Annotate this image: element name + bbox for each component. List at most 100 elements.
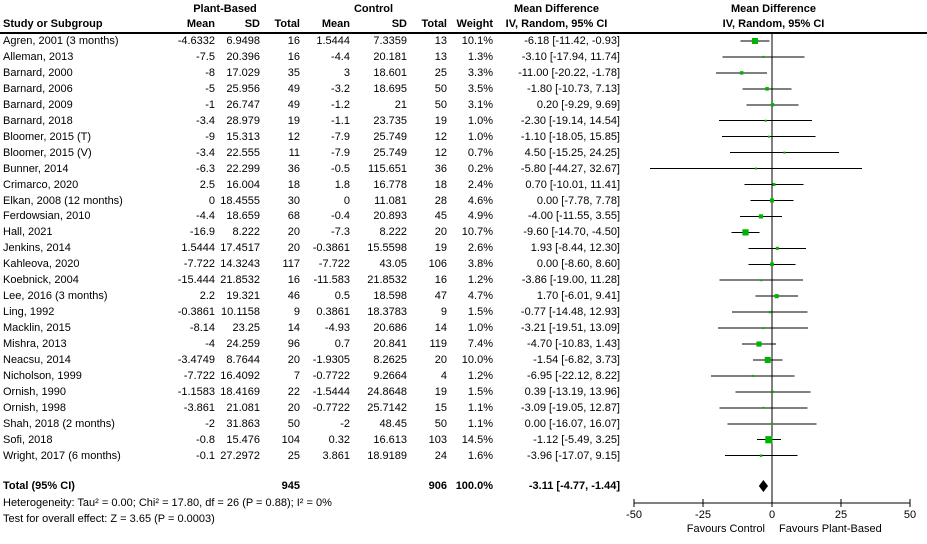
total-diamond (758, 480, 769, 492)
effect-marker (770, 103, 775, 107)
mean-plant-based: -1.1583 (177, 385, 215, 398)
mean-control: 3 (343, 66, 350, 79)
effect-marker (759, 454, 763, 457)
n-plant-based: 49 (287, 82, 300, 95)
sd-control: 18.9189 (367, 449, 407, 462)
mean2-column-header: Mean (321, 18, 350, 30)
study-name: Barnard, 2009 (3, 98, 73, 111)
weight-value: 1.0% (467, 322, 493, 335)
mean-control: -0.5 (331, 162, 350, 175)
table-row: Ornish, 1990 -1.1583 18.4169 22 -1.5444 24.86… (0, 384, 927, 400)
sd-control: 48.45 (379, 417, 407, 430)
n-plant-based: 16 (287, 50, 300, 63)
weight-value: 14.5% (461, 433, 493, 446)
n-control: 19 (434, 242, 447, 255)
x-axis-tick-label: -50 (626, 509, 642, 521)
effect-marker (762, 327, 765, 330)
column-header-row: Study or Subgroup Mean SD Total Mean SD … (0, 18, 927, 30)
n-plant-based: 11 (288, 146, 300, 159)
mean-control: -1.2 (331, 98, 350, 111)
study-name: Shah, 2018 (2 months) (3, 417, 115, 430)
table-row: Mishra, 2013 -4 24.259 96 0.7 20.841 119 7.4% -4… (0, 336, 927, 352)
mean-control: -7.722 (318, 258, 350, 271)
sd-control: 115.651 (368, 162, 407, 175)
effect-marker (739, 71, 744, 75)
sd-control: 9.2664 (373, 369, 407, 382)
ci-text: -3.10 [-17.94, 11.74] (521, 50, 620, 63)
total2-column-header: Total (421, 18, 447, 30)
sd-control: 18.601 (373, 66, 407, 79)
weight-value: 1.5% (467, 306, 493, 319)
table-row: Wright, 2017 (6 months) -0.1 27.2972 25 3.86… (0, 448, 927, 464)
weight-value: 1.1% (467, 401, 493, 414)
sd-control: 20.181 (373, 50, 407, 63)
total1-column-header: Total (274, 18, 300, 30)
mean-plant-based: -8 (205, 66, 215, 79)
ci-text: 0.39 [-13.19, 13.96] (524, 385, 620, 398)
weight-value: 1.1% (467, 417, 493, 430)
sd-control: 21.8532 (367, 274, 407, 287)
sd-plant-based: 24.259 (226, 338, 260, 351)
mean-control: -0.7722 (312, 401, 350, 414)
n-plant-based: 19 (287, 114, 300, 127)
n-control: 24 (434, 449, 447, 462)
ci-text: 0.20 [-9.29, 9.69] (536, 98, 620, 111)
n-plant-based: 35 (287, 66, 300, 79)
sd-plant-based: 18.659 (226, 210, 260, 223)
effect-marker (754, 167, 757, 170)
study-name: Sofi, 2018 (3, 433, 53, 446)
sd-control: 24.8648 (367, 385, 407, 398)
sd-control: 43.05 (379, 258, 407, 271)
n-plant-based: 20 (287, 226, 300, 239)
sd1-column-header: SD (244, 18, 260, 30)
table-row: Bloomer, 2015 (T) -9 15.313 12 -7.9 25.749 12 1… (0, 129, 927, 145)
table-row: Barnard, 2006 -5 25.956 49 -3.2 18.695 50 3.5% -… (0, 81, 927, 97)
study-name: Barnard, 2006 (3, 82, 73, 95)
sd-plant-based: 8.222 (232, 226, 260, 239)
n-control: 16 (434, 274, 447, 287)
total-n-control: 906 (428, 480, 447, 492)
ci-text: -4.70 [-10.83, 1.43] (527, 338, 620, 351)
mean-control: 0.5 (334, 290, 350, 303)
mean-plant-based: -3.4 (196, 114, 215, 127)
mean-control: 0.7 (334, 338, 350, 351)
effect-marker (756, 341, 762, 347)
study-name: Ferdowsian, 2010 (3, 210, 91, 223)
n-plant-based: 18 (287, 178, 300, 191)
mean-plant-based: -4 (205, 338, 215, 351)
effect-marker (765, 87, 769, 91)
sd-plant-based: 15.476 (226, 433, 260, 446)
mean-plant-based: -6.3 (196, 162, 215, 175)
n-plant-based: 16 (287, 274, 300, 287)
total-row: Total (95% CI) 945 906 100.0% -3.11 [-4.… (0, 478, 927, 494)
effect-marker (758, 214, 764, 219)
study-name: Alleman, 2013 (3, 50, 74, 63)
table-row: Ornish, 1998 -3.861 21.081 20 -0.7722 25.7142… (0, 400, 927, 416)
mean-plant-based: -3.4749 (177, 354, 215, 366)
study-name: Agren, 2001 (3 months) (3, 35, 119, 47)
ci-text: -6.18 [-11.42, -0.93] (524, 35, 620, 47)
ci-text: -5.80 [-44.27, 32.67] (520, 162, 620, 175)
mean-control: -11.583 (313, 274, 351, 287)
ci-text: -1.54 [-6.82, 3.73] (533, 354, 620, 366)
weight-value: 1.0% (467, 130, 493, 143)
study-name: Crimarco, 2020 (3, 178, 79, 191)
table-row: Barnard, 2000 -8 17.029 35 3 18.601 25 3.3% -11.… (0, 65, 927, 81)
n-control: 4 (440, 369, 447, 382)
n-control: 25 (434, 66, 447, 79)
mean-control: 1.8 (334, 178, 350, 191)
mean-plant-based: -16.9 (189, 226, 215, 239)
study-name: Neacsu, 2014 (3, 354, 71, 366)
mean-control: -1.1 (331, 114, 350, 127)
sd-control: 21 (394, 98, 407, 111)
study-name: Bloomer, 2015 (V) (3, 146, 92, 159)
weight-value: 1.6% (467, 449, 493, 462)
n-plant-based: 25 (287, 449, 300, 462)
sd-plant-based: 16.004 (226, 178, 260, 191)
table-row: Barnard, 2009 -1 26.747 49 -1.2 21 50 3.1% 0.20 … (0, 97, 927, 113)
table-row: Koebnick, 2004 -15.444 21.8532 16 -11.583 21.… (0, 272, 927, 288)
n-control: 12 (434, 130, 447, 143)
sd-plant-based: 8.7644 (226, 354, 260, 366)
n-plant-based: 20 (287, 401, 300, 414)
ci-text: 0.70 [-10.01, 11.41] (525, 178, 620, 191)
